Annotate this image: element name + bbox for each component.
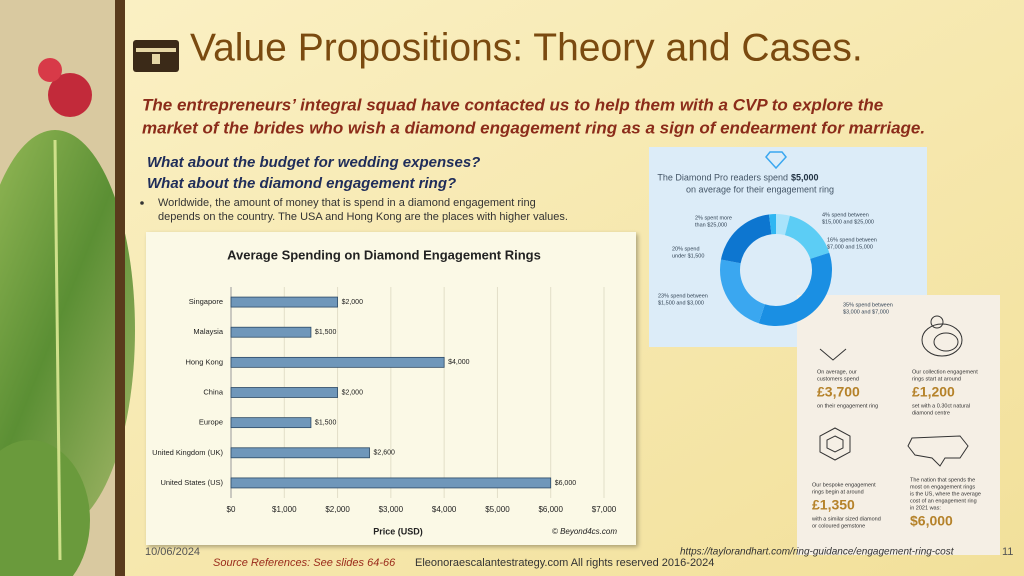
value-label: $2,600 <box>374 450 396 457</box>
info-text: most on engagement rings <box>910 484 975 490</box>
diamond-icon <box>765 151 787 170</box>
subtitle-line: market of the brides who wish a diamond … <box>142 118 925 137</box>
bullet-text: Worldwide, the amount of money that is s… <box>158 197 536 209</box>
x-tick-label: $5,000 <box>485 505 510 514</box>
donut-label: 2% spent more <box>695 215 732 221</box>
donut-segment <box>720 214 772 264</box>
value-label: $1,500 <box>315 419 337 426</box>
footer-date: 10/06/2024 <box>145 546 200 558</box>
credit: © Beyond4cs.com <box>552 527 617 536</box>
info-text: On average, our <box>817 369 857 375</box>
value-label: $6,000 <box>555 480 577 487</box>
donut-label: 35% spend between <box>843 302 893 308</box>
info-text: in 2021 was: <box>910 505 941 511</box>
decor-strip <box>0 0 135 576</box>
info-text: set with a 0.30ct natural <box>912 403 970 409</box>
info-text: with a similar sized diamond <box>811 516 881 522</box>
infographic-panel <box>797 295 1000 555</box>
info-text: is the US, where the average <box>910 491 981 497</box>
info-text: rings begin at around <box>812 489 864 495</box>
donut-label: 20% spend <box>672 246 700 252</box>
info-text: or coloured gemstone <box>812 523 865 529</box>
y-tick-label: Hong Kong <box>185 357 223 366</box>
bar <box>230 296 338 308</box>
info-text: on their engagement ring <box>817 403 878 409</box>
donut-label: $15,000 and $25,000 <box>822 219 874 225</box>
donut-segment <box>768 214 776 235</box>
donut-label: under $1,500 <box>672 253 704 259</box>
donut-title: The Diamond Pro readers spend <box>657 172 788 182</box>
y-tick-label: United Kingdom (UK) <box>152 448 223 457</box>
info-text: diamond centre <box>912 410 950 416</box>
question: What about the budget for wedding expens… <box>147 154 480 171</box>
info-text: Our collection engagement <box>912 369 978 375</box>
page-number: 11 <box>1002 546 1013 558</box>
x-tick-label: $2,000 <box>325 505 350 514</box>
donut-label: $3,000 and $7,000 <box>843 309 889 315</box>
chart-title: Average Spending on Diamond Engagement R… <box>227 247 541 262</box>
x-tick-label: $4,000 <box>432 505 457 514</box>
donut-label: 16% spend between <box>827 237 877 243</box>
donut-highlight: $5,000 <box>791 172 819 182</box>
donut-subtitle: on average for their engagement ring <box>686 184 834 194</box>
footer-url: https://taylorandhart.com/ring-guidance/… <box>680 547 955 558</box>
y-tick-label: Malaysia <box>193 327 223 336</box>
x-tick-label: $7,000 <box>592 505 617 514</box>
bullet-text: depends on the country. The USA and Hong… <box>158 211 568 223</box>
info-amount: $6,000 <box>910 513 953 529</box>
donut-segment <box>719 259 765 324</box>
info-amount: £3,700 <box>817 384 860 400</box>
subtitle-line: The entrepreneurs’ integral squad have c… <box>142 95 883 114</box>
value-label: $1,500 <box>315 329 337 336</box>
bar <box>230 387 338 398</box>
bar <box>230 356 445 368</box>
slide-title: Value Propositions: Theory and Cases. <box>190 26 863 69</box>
value-label: $2,000 <box>342 299 364 306</box>
y-tick-label: China <box>203 387 223 396</box>
bar <box>230 447 370 459</box>
donut-label: $7,000 and 15,000 <box>827 244 873 250</box>
value-label: $4,000 <box>448 359 470 366</box>
bar <box>230 417 312 429</box>
bullet-dot <box>140 201 144 205</box>
donut-label: $1,500 and $3,000 <box>658 300 704 306</box>
footer-source: Source References: See slides 64-66 <box>213 557 396 569</box>
info-text: rings start at around <box>912 376 961 382</box>
x-axis-label: Price (USD) <box>373 526 423 536</box>
y-tick-label: Singapore <box>189 297 223 306</box>
info-text: customers spend <box>817 376 859 382</box>
info-amount: £1,350 <box>812 497 855 513</box>
chest-icon <box>133 40 179 72</box>
infographic-icons <box>819 315 969 467</box>
x-tick-label: $1,000 <box>272 505 297 514</box>
y-tick-label: Europe <box>199 418 223 427</box>
value-label: $2,000 <box>342 389 364 396</box>
donut-label: 23% spend between <box>658 293 708 299</box>
donut-segment <box>758 252 832 326</box>
bar <box>230 477 552 489</box>
info-text: Our bespoke engagement <box>812 482 876 488</box>
donut-label: 4% spend between <box>822 212 869 218</box>
y-tick-label: United States (US) <box>160 478 223 487</box>
info-amount: £1,200 <box>912 384 955 400</box>
donut-segment <box>776 213 790 236</box>
donut-label: than $25,000 <box>695 222 727 228</box>
x-tick-label: $0 <box>227 505 236 514</box>
bar <box>230 326 312 338</box>
info-text: The nation that spends the <box>910 477 975 483</box>
info-text: cost of an engagement ring <box>910 498 977 504</box>
question: What about the diamond engagement ring? <box>147 175 456 192</box>
x-tick-label: $3,000 <box>379 505 404 514</box>
x-tick-label: $6,000 <box>538 505 563 514</box>
footer-site: Eleonoraescalantestrategy.com All rights… <box>415 557 714 569</box>
donut-segment <box>784 215 830 259</box>
